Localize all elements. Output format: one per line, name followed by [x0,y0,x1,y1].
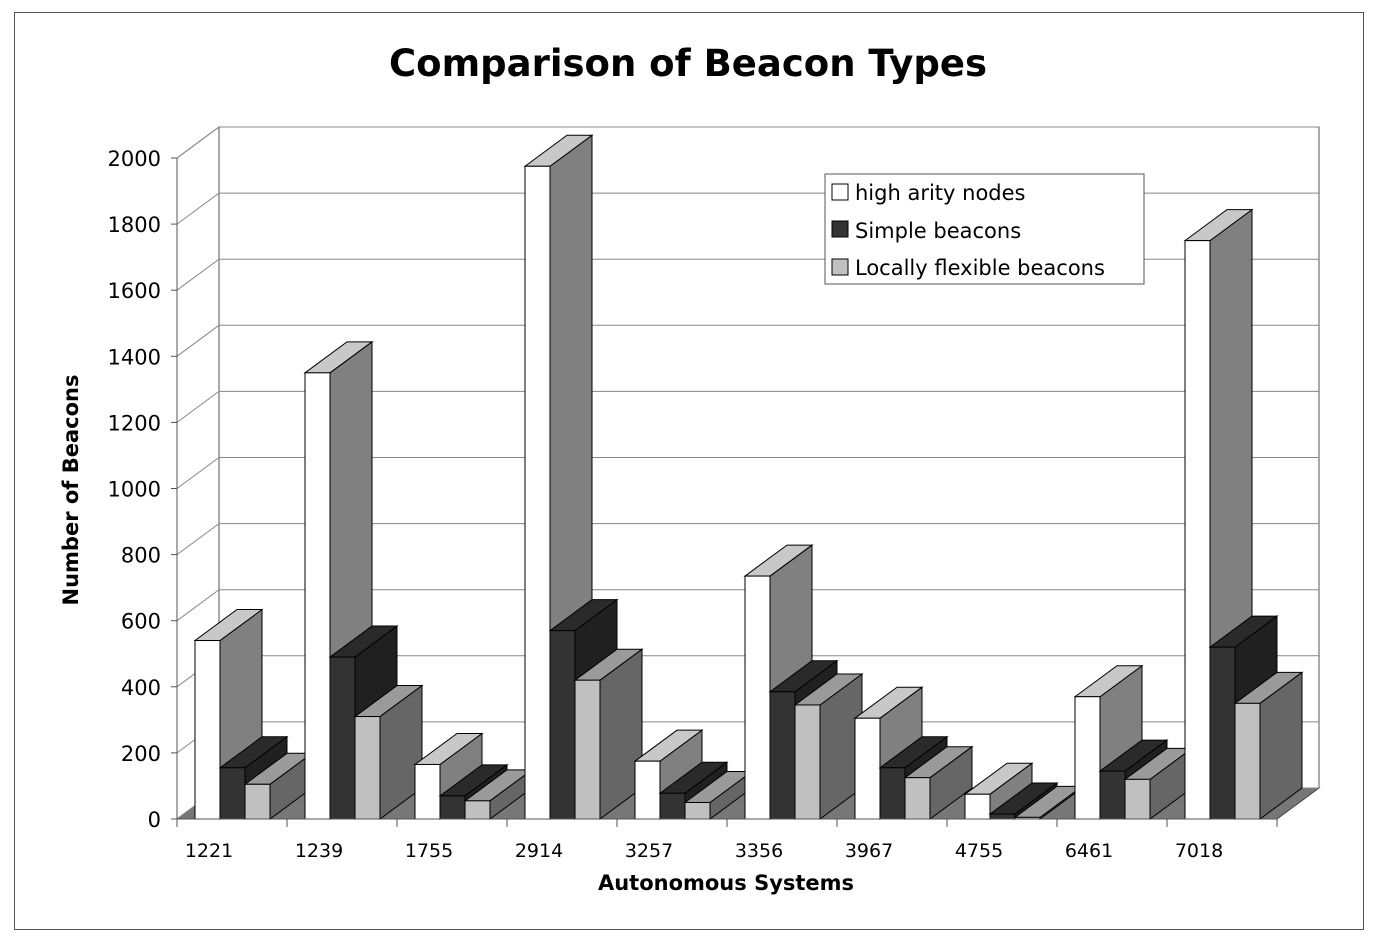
bar-front [464,800,491,820]
gridline [176,390,1319,423]
legend-item-locally-flexible-beacons: Locally flexible beacons [831,256,1105,280]
bar-front [1074,696,1101,820]
x-tick-label: 3356 [735,840,783,862]
legend: high arity nodes Simple beacons Locally … [824,173,1145,285]
gridline [176,523,1319,556]
y-tick-label: 0 [148,808,161,832]
bar [353,684,424,820]
bar-front [794,704,821,820]
bar-front [194,640,221,820]
bar-front [684,801,711,820]
bar-front [1184,240,1211,820]
bar [633,729,704,820]
bar-front [1099,770,1126,820]
bar-front [744,575,771,820]
gridline [176,324,1319,357]
bar-front [1209,646,1236,820]
y-tick-label: 600 [121,610,161,634]
bars [193,134,1304,820]
y-tick-label: 1600 [108,279,161,303]
bar-front [769,691,796,820]
bar-front [244,783,271,820]
chart-title: Comparison of Beacon Types [389,42,987,85]
bar [573,648,644,820]
gridline [176,457,1319,489]
bar [903,745,974,820]
bar-front [414,763,441,820]
x-tick-label: 3257 [625,840,673,862]
y-tick-label: 1000 [108,478,161,502]
x-tick-label: 7018 [1175,840,1223,862]
bar-front [549,630,576,820]
y-tick-label: 2000 [108,147,161,171]
bar [1013,785,1084,820]
bar-front [879,767,906,820]
legend-swatch [831,220,849,238]
gridline [176,126,1319,159]
bar-front [989,813,1016,820]
legend-item-high-arity-nodes: high arity nodes [831,181,1025,205]
bar [1233,671,1304,820]
x-tick-label: 1239 [295,840,343,862]
bar [963,762,1034,820]
legend-swatch [831,183,849,201]
y-tick-label: 400 [121,676,161,700]
bar-front [1124,778,1151,820]
legend-item-simple-beacons: Simple beacons [831,219,1021,243]
legend-box [824,173,1145,285]
y-tick-label: 1400 [108,345,161,369]
x-axis-ticks: 1221 1239 1755 2914 3257 3356 3967 4755 6461 7018 [176,818,1278,862]
bar-front [1234,702,1261,820]
y-tick-label: 1800 [108,213,161,237]
bar-front [964,793,991,820]
y-tick-label: 1200 [108,411,161,435]
bar-front [574,679,601,820]
legend-label: Simple beacons [855,219,1021,243]
legend-swatch [831,258,849,276]
bar-front [439,795,466,820]
x-tick-label: 3967 [845,840,893,862]
x-axis-title: Autonomous Systems [598,871,854,895]
bar-front [904,777,931,820]
bar-front [524,165,551,820]
gridline [176,589,1319,622]
bar [243,752,314,820]
x-tick-label: 4755 [955,840,1003,862]
x-tick-label: 2914 [515,840,563,862]
bar-front [354,716,381,820]
y-axis-ticks: 0 200 400 600 800 1000 1200 1400 1600 1800 2000 [108,147,178,832]
bar-front [659,792,686,820]
y-tick-label: 800 [121,544,161,568]
x-tick-label: 1755 [405,840,453,862]
x-tick-label: 1221 [185,840,233,862]
legend-label: Locally flexible beacons [855,256,1105,280]
y-axis-title: Number of Beacons [59,375,83,606]
x-tick-label: 6461 [1065,840,1113,862]
bar-front [329,656,356,820]
bar-front [854,717,881,820]
bar-front [634,760,661,820]
legend-label: high arity nodes [855,181,1025,205]
bar-front [304,372,331,820]
y-tick-label: 200 [121,742,161,766]
bar-front [219,767,246,820]
